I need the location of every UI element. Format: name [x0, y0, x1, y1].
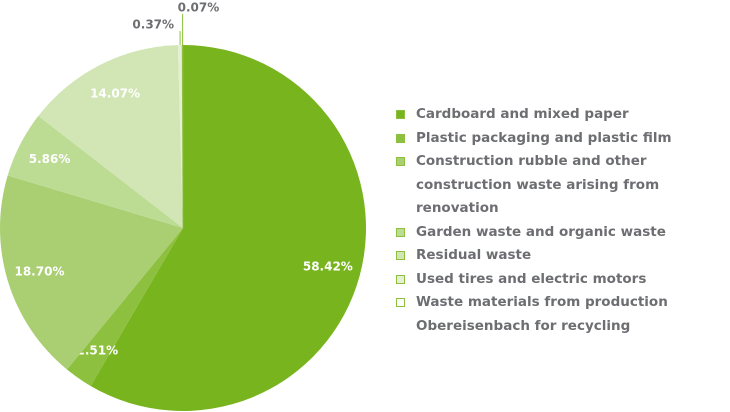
legend-item: Plastic packaging and plastic film [396, 127, 730, 151]
legend-swatch [396, 133, 405, 143]
slice-label: 0.37% [132, 18, 174, 32]
legend-item: Waste materials from production Obereise… [396, 291, 730, 338]
legend-label: Waste materials from production Obereise… [416, 294, 668, 334]
legend-swatch [396, 110, 405, 119]
slice-label: 18.70% [14, 264, 64, 278]
pie-slice [38, 45, 183, 228]
slice-label: 58.42% [303, 260, 353, 274]
pie-slice [66, 228, 183, 386]
slice-label: 5.86% [29, 152, 71, 166]
legend-label: Used tires and electric motors [416, 270, 647, 287]
legend-label: Garden waste and organic waste [416, 223, 666, 240]
legend-item: Construction rubble and other constructi… [396, 150, 730, 221]
slice-label: 0.07% [178, 1, 220, 15]
legend-swatch [396, 251, 405, 260]
legend-swatch [396, 227, 405, 237]
pie-slice [7, 115, 183, 228]
legend-label: Construction rubble and other constructi… [416, 153, 660, 216]
legend-label: Cardboard and mixed paper [416, 106, 629, 122]
pie-slice [177, 45, 183, 228]
legend-swatch [396, 274, 405, 284]
legend-swatch [396, 298, 405, 307]
legend-item: Cardboard and mixed paper [396, 103, 730, 127]
pie-slice [90, 45, 367, 412]
slice-label: 14.07% [90, 87, 140, 101]
pie-slice [0, 175, 183, 370]
legend-swatch [396, 157, 405, 166]
legend-item: Used tires and electric motors [396, 268, 730, 292]
legend-label: Plastic packaging and plastic film [416, 129, 672, 146]
legend: Cardboard and mixed paper Plastic packagi… [396, 103, 730, 338]
slice-label: 2.51% [76, 344, 118, 358]
legend-label: Residual waste [416, 247, 532, 263]
legend-item: Garden waste and organic waste [396, 221, 730, 245]
legend-item: Residual waste [396, 244, 730, 268]
